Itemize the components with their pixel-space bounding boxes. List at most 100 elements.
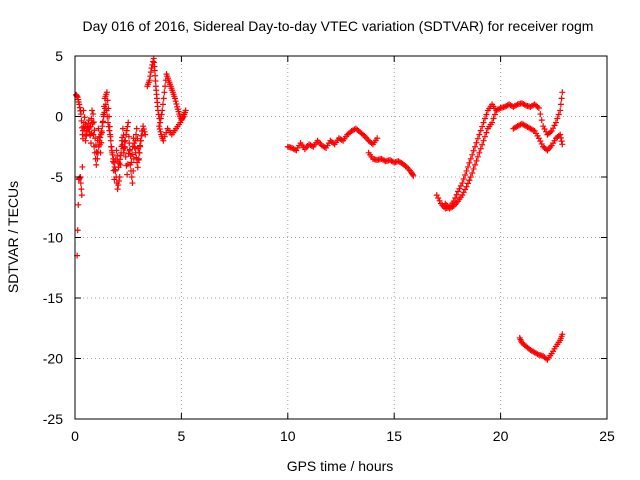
data-point (100, 118, 107, 125)
data-point (483, 111, 490, 118)
series-segment-evening-loop (433, 101, 500, 212)
data-point (133, 125, 140, 132)
data-point (477, 127, 484, 134)
data-point (473, 157, 480, 164)
x-tick-label: 10 (280, 428, 296, 444)
data-point (484, 125, 491, 132)
series-segment-offset-segment (516, 331, 566, 363)
data-point (156, 123, 163, 130)
data-point (159, 101, 166, 108)
data-point (467, 155, 474, 162)
data-point (85, 117, 92, 124)
data-point (557, 107, 564, 114)
data-point (479, 123, 486, 130)
data-point (113, 147, 120, 154)
data-point (105, 123, 112, 130)
data-point (179, 114, 186, 121)
data-point (161, 89, 168, 96)
data-point (116, 174, 123, 180)
data-point (128, 174, 135, 180)
data-point (162, 83, 169, 90)
data-point (180, 111, 187, 118)
data-point (95, 143, 102, 150)
data-point (90, 119, 97, 126)
data-point (491, 111, 498, 118)
data-point (172, 95, 179, 102)
data-point (558, 138, 565, 145)
data-point (469, 151, 476, 158)
data-point (81, 114, 88, 121)
data-point (538, 117, 545, 124)
y-tick-label: 5 (55, 48, 63, 64)
data-point (464, 180, 471, 187)
data-point (95, 149, 102, 156)
data-point (102, 101, 109, 108)
series-segment-early-scatter-b (74, 101, 146, 259)
data-point (104, 119, 111, 126)
data-point (158, 111, 165, 118)
data-point (554, 115, 561, 122)
data-point (115, 178, 122, 185)
y-tick-label: -15 (43, 290, 63, 306)
data-point (88, 130, 95, 137)
data-point (136, 142, 143, 149)
data-point (118, 143, 125, 150)
data-point (557, 131, 564, 138)
data-point (172, 98, 179, 105)
data-point (124, 161, 131, 168)
data-point (537, 111, 544, 118)
data-point (557, 134, 564, 141)
data-point (182, 107, 189, 114)
data-point (157, 119, 164, 126)
data-point (472, 143, 479, 150)
data-point (476, 131, 483, 138)
data-point (139, 128, 146, 135)
data-point (460, 176, 467, 183)
data-point (116, 160, 123, 167)
y-tick-label: -20 (43, 351, 63, 367)
data-point (160, 95, 167, 102)
data-point (129, 151, 136, 158)
data-point (469, 169, 476, 176)
data-point (75, 201, 82, 208)
data-point (125, 119, 132, 126)
data-point (91, 127, 98, 134)
y-axis-label: SDTVAR / TECUs (5, 181, 21, 293)
y-tick-label: 0 (55, 109, 63, 125)
data-point (97, 134, 104, 141)
data-point (466, 177, 473, 184)
data-point (476, 149, 483, 156)
data-point (490, 115, 497, 122)
data-point (94, 155, 101, 162)
data-point (124, 123, 131, 130)
data-point (140, 123, 147, 130)
data-point (474, 135, 481, 142)
data-point (464, 163, 471, 170)
x-tick-label: 0 (71, 428, 79, 444)
data-point (122, 144, 129, 151)
y-tick-label: -25 (43, 411, 63, 427)
data-point (117, 152, 124, 159)
data-point (173, 100, 180, 107)
data-point (151, 67, 158, 74)
data-point (480, 119, 487, 126)
data-point (442, 200, 449, 207)
data-point (87, 140, 94, 147)
data-point (96, 137, 103, 144)
data-point (138, 132, 145, 139)
data-point (470, 147, 477, 154)
data-point (117, 156, 124, 163)
data-point (120, 149, 127, 156)
data-point (452, 194, 459, 201)
x-axis-label: GPS time / hours (287, 458, 394, 474)
data-point (146, 77, 153, 84)
data-point (123, 127, 130, 134)
data-point (410, 172, 417, 179)
data-point (483, 129, 490, 136)
data-point (107, 137, 114, 144)
data-point (147, 69, 154, 76)
data-point (481, 133, 488, 140)
data-point (480, 137, 487, 144)
data-point (97, 131, 104, 138)
